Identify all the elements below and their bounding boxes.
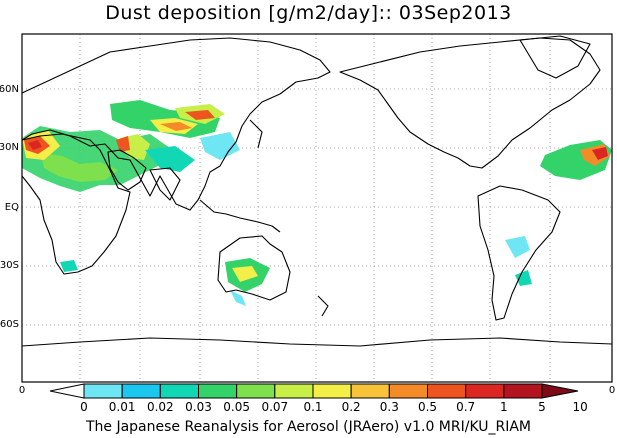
lon-label-left: 0 xyxy=(19,385,25,396)
map-frame xyxy=(21,33,613,383)
colorbar-box xyxy=(312,383,352,399)
dust-patch-patagonia xyxy=(515,270,532,286)
dust-patch-iran xyxy=(116,136,130,152)
colorbar-box xyxy=(465,383,505,399)
coastline-arabia xyxy=(107,149,147,191)
dust-patch-australia-core xyxy=(232,266,258,282)
coastline-new-zealand xyxy=(317,295,329,317)
coastline-greenland xyxy=(519,35,591,79)
colorbar-tick-label: 1 xyxy=(500,400,508,414)
coastline-south-america xyxy=(477,185,561,321)
latitude-labels: 60N 30N EQ 30S 60S xyxy=(0,84,19,330)
colorbar-tick-label: 0.01 xyxy=(109,400,136,414)
colorbar-box xyxy=(198,383,238,399)
dust-patch-atlantic-hot xyxy=(592,147,608,160)
colorbar-tick-label: 0.03 xyxy=(185,400,212,414)
colorbar-labels: 0 0.01 0.02 0.03 0.05 0.07 0.1 0.2 0.3 0.5 0.7 1 5 10 xyxy=(80,400,588,414)
colorbar-box xyxy=(159,383,199,399)
dust-patch-southern-africa xyxy=(60,260,78,272)
lat-label-30n: 30N xyxy=(0,142,19,153)
coastline-japan xyxy=(249,119,263,149)
coastline-antarctica xyxy=(21,337,613,347)
dust-patches xyxy=(22,100,612,306)
colorbar-box xyxy=(83,383,123,399)
dust-patch-australia-plume xyxy=(230,290,246,306)
footer-credit: The Japanese Reanalysis for Aerosol (JRA… xyxy=(85,419,532,435)
map-title: Dust deposition [g/m2/day]:: 03Sep2013 xyxy=(105,2,512,24)
colorbar-tick-label: 0.07 xyxy=(261,400,288,414)
dust-patch-gobi-core xyxy=(185,110,215,120)
colorbar-end-high xyxy=(541,383,579,399)
colorbar-box xyxy=(427,383,467,399)
colorbar-tick-label: 0.5 xyxy=(418,400,437,414)
dust-patch-south-america xyxy=(505,236,530,258)
colorbar-tick-label: 0.1 xyxy=(303,400,322,414)
colorbar-box xyxy=(503,383,543,399)
lat-label-60s: 60S xyxy=(0,319,19,330)
dust-patch-sahara-core xyxy=(40,152,118,182)
colorbar-box xyxy=(388,383,429,399)
colorbar-tick-label: 0.3 xyxy=(380,400,399,414)
colorbar-box xyxy=(350,383,390,399)
colorbar-box xyxy=(121,383,161,399)
dust-patch-west-core xyxy=(28,140,42,150)
colorbar-tick-label: 0.2 xyxy=(342,400,361,414)
lat-label-eq: EQ xyxy=(5,202,19,213)
coastline-eurasia xyxy=(21,37,331,211)
coastlines xyxy=(21,35,613,347)
colorbar-box xyxy=(236,383,276,399)
lat-label-60n: 60N xyxy=(0,84,19,95)
colorbar-end-low xyxy=(49,383,85,399)
lon-label-right: 0 xyxy=(609,385,615,396)
colorbar-box xyxy=(274,383,314,399)
colorbar-tick-label: 0.7 xyxy=(456,400,475,414)
colorbar-tick-label: 10 xyxy=(573,400,588,414)
lat-label-30s: 30S xyxy=(0,260,19,271)
colorbar-tick-label: 0 xyxy=(80,400,88,414)
coastline-north-america xyxy=(339,37,601,169)
colorbar-tick-label: 0.02 xyxy=(147,400,174,414)
coastline-india xyxy=(149,167,181,201)
coastline-australia xyxy=(217,235,291,301)
colorbar xyxy=(49,383,579,399)
coastline-se-asia xyxy=(199,199,281,233)
dust-patch-india xyxy=(145,146,195,172)
coastline-africa xyxy=(21,133,131,275)
dust-patch-eastern-asia xyxy=(200,132,240,160)
colorbar-tick-label: 0.05 xyxy=(223,400,250,414)
dust-patch-taklamakan-core xyxy=(160,122,192,131)
colorbar-tick-label: 5 xyxy=(538,400,546,414)
graticule xyxy=(22,34,612,382)
